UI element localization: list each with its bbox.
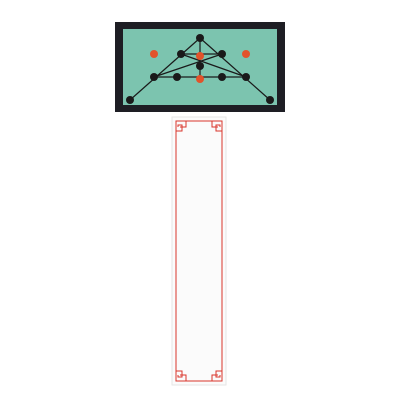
black-piece bbox=[242, 73, 250, 81]
black-piece bbox=[173, 73, 181, 81]
black-piece bbox=[177, 50, 185, 58]
board-line bbox=[180, 53, 247, 78]
corner-ornament bbox=[176, 121, 187, 132]
corner-ornament bbox=[176, 370, 187, 381]
corner-ornament bbox=[211, 121, 222, 132]
black-piece bbox=[150, 73, 158, 81]
black-piece bbox=[196, 34, 204, 42]
black-piece bbox=[126, 96, 134, 104]
board-line bbox=[153, 53, 223, 78]
black-piece bbox=[266, 96, 274, 104]
red-piece bbox=[150, 50, 158, 58]
corner-ornament bbox=[211, 370, 222, 381]
black-piece bbox=[218, 50, 226, 58]
scroll-corners bbox=[176, 121, 222, 381]
scroll-border bbox=[175, 120, 223, 382]
black-pieces bbox=[126, 34, 274, 104]
red-piece bbox=[242, 50, 250, 58]
black-piece bbox=[196, 62, 204, 70]
board-line bbox=[199, 37, 271, 101]
red-piece bbox=[196, 75, 204, 83]
red-pieces bbox=[150, 50, 250, 83]
red-piece bbox=[196, 52, 204, 60]
board-line bbox=[129, 37, 201, 101]
scroll bbox=[171, 116, 227, 386]
black-piece bbox=[218, 73, 226, 81]
